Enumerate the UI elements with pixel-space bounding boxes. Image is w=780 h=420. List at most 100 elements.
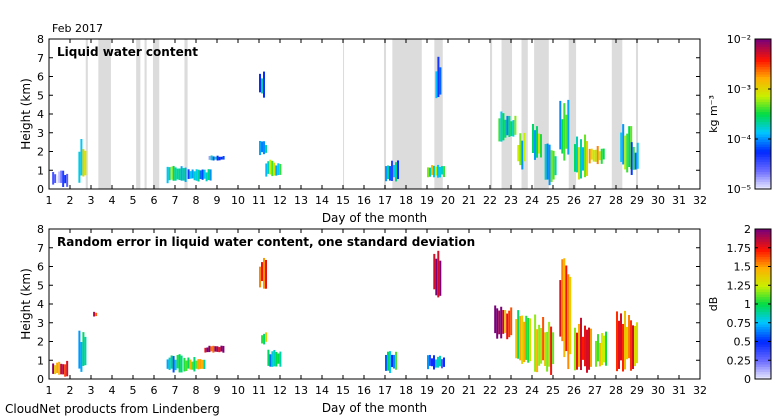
data-column [218, 156, 221, 161]
y-tick-label: 1 [37, 354, 44, 367]
x-tick-label: 17 [378, 384, 392, 397]
colorbar-segment [755, 349, 771, 352]
data-column [54, 365, 57, 375]
x-tick-label: 7 [172, 194, 179, 207]
colorbar-segment [755, 274, 771, 277]
data-column [536, 126, 538, 158]
data-column [385, 354, 387, 371]
lwc-error-panel: 1 2 3 4 5 6 7 8 9 10 11 12 13 14 15 16 17 18 19 20 21 22 23 24 2… [19, 223, 772, 415]
colorbar-segment [755, 324, 771, 327]
y-tick-label: 7 [37, 242, 44, 255]
colorbar-segment [755, 39, 771, 42]
data-column [389, 351, 391, 374]
colorbar-tick-label: 0.75 [727, 317, 752, 330]
colorbar-segment [755, 266, 771, 270]
data-column [544, 144, 547, 180]
x-tick-label: 14 [315, 384, 329, 397]
data-column [187, 357, 190, 369]
data-column [435, 166, 437, 176]
data-cell [265, 159, 282, 177]
colorbar-segment [755, 121, 771, 125]
data-column [563, 258, 566, 358]
colorbar-tick-label: 0.25 [727, 354, 752, 367]
x-tick-label: 14 [315, 194, 329, 207]
data-column [431, 165, 433, 175]
data-column [209, 169, 212, 181]
y-tick-label: 8 [37, 223, 44, 236]
data-column [599, 342, 601, 367]
colorbar-segment [755, 109, 771, 112]
data-column [387, 351, 389, 371]
colorbar-segment [755, 134, 771, 137]
colorbar-segment [755, 159, 771, 162]
data-column [435, 258, 438, 296]
data-column [184, 167, 187, 182]
colorbar-segment [755, 41, 771, 45]
x-tick-label: 28 [609, 384, 623, 397]
colorbar-segment [755, 256, 771, 260]
y-tick-label: 3 [37, 317, 44, 330]
y-tick-label: 5 [37, 279, 44, 292]
colorbar-segment [755, 154, 771, 157]
data-column [189, 359, 192, 370]
colorbar-segment [755, 96, 771, 100]
data-column [265, 332, 268, 342]
data-column [594, 149, 597, 162]
colorbar-segment [755, 111, 771, 115]
data-column [271, 351, 274, 367]
colorbar-segment [755, 286, 771, 290]
data-column [427, 167, 429, 178]
data-column [208, 155, 211, 160]
data-column [208, 345, 211, 353]
data-column [636, 142, 639, 169]
data-column [510, 121, 513, 136]
data-column [52, 363, 55, 374]
colorbar-label: kg m⁻³ [707, 95, 720, 133]
x-tick-label: 18 [399, 384, 413, 397]
x-tick-label: 31 [672, 384, 686, 397]
data-column [56, 362, 59, 374]
x-tick-label: 5 [130, 194, 137, 207]
x-tick-label: 20 [441, 384, 455, 397]
data-column [519, 133, 522, 166]
data-column [199, 170, 202, 179]
data-column [207, 169, 210, 181]
data-cell [385, 351, 397, 374]
data-column [182, 168, 185, 181]
colorbar-segment [755, 184, 771, 187]
x-tick-label: 3 [88, 194, 95, 207]
colorbar-frame [754, 38, 772, 190]
colorbar-segment [755, 171, 771, 175]
x-tick-label: 23 [504, 194, 518, 207]
data-column [590, 148, 593, 160]
x-tick-label: 21 [462, 384, 476, 397]
data-column [525, 315, 528, 360]
data-cell [261, 332, 268, 345]
colorbar-segment [755, 289, 771, 292]
data-column [588, 148, 591, 164]
data-column [279, 351, 282, 367]
y-tick-label: 4 [37, 298, 44, 311]
panel-title: Liquid water content [57, 45, 198, 59]
y-tick-label: 5 [37, 89, 44, 102]
colorbar-segment [755, 66, 771, 70]
data-column [265, 163, 268, 177]
data-column [504, 310, 507, 333]
data-column [634, 152, 637, 170]
data-column [502, 113, 505, 141]
data-column [620, 132, 623, 162]
data-column [636, 322, 638, 364]
x-tick-label: 16 [357, 384, 371, 397]
colorbar-segment [755, 361, 771, 365]
data-column [84, 150, 87, 176]
source-credit: CloudNet products from Lindenberg [5, 402, 220, 416]
data-column [222, 156, 225, 160]
data-column [439, 67, 442, 95]
colorbar-segment [755, 359, 771, 362]
data-column [542, 316, 545, 361]
x-tick-label: 10 [231, 194, 245, 207]
data-column [273, 349, 276, 367]
colorbar-segment [755, 101, 771, 105]
colorbar-segment [755, 244, 771, 247]
colorbar-segment [755, 236, 771, 240]
